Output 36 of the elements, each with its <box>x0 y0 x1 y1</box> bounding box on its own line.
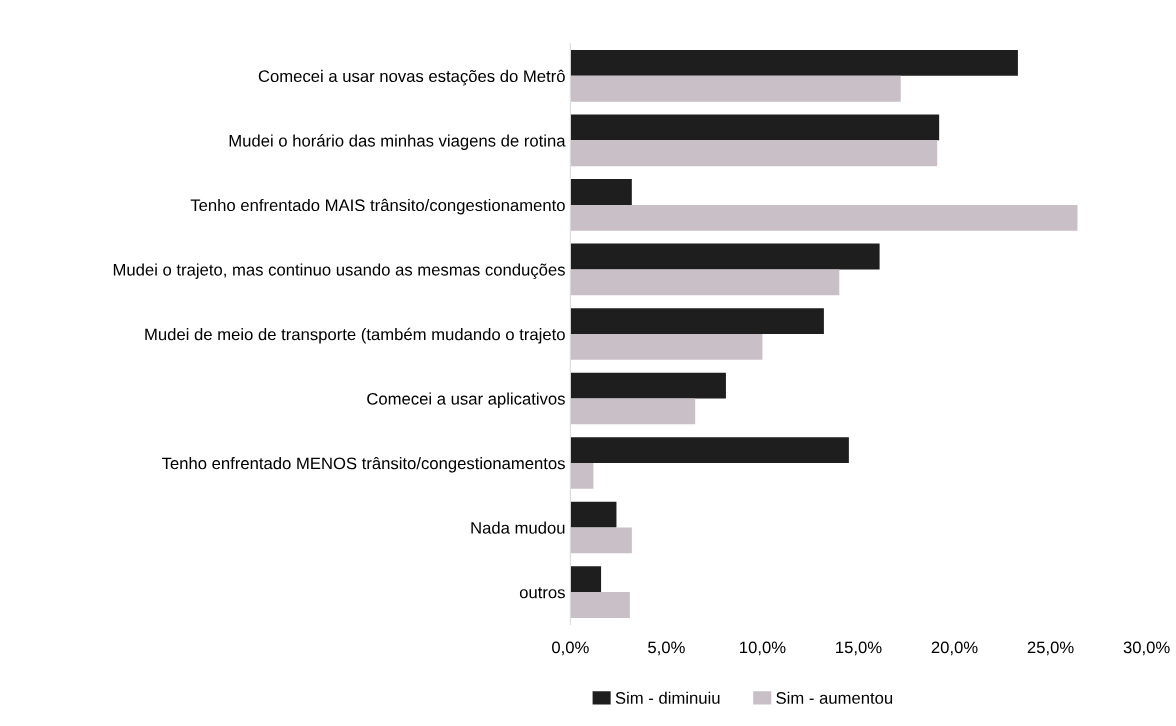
bar <box>570 308 824 334</box>
bar <box>570 463 594 489</box>
bar <box>570 50 1018 76</box>
x-tick-label: 25,0% <box>1027 641 1074 656</box>
bar <box>570 592 630 618</box>
legend-label: Sim - diminuiu <box>615 691 720 704</box>
y-tick-label: Tenho enfrentado MAIS trânsito/congestionamento <box>190 198 565 215</box>
legend-label: Sim - aumentou <box>776 691 893 704</box>
y-tick-label: Comecei a usar aplicativos <box>367 392 565 408</box>
y-tick-label: Mudei o trajeto, mas continuo usando as mesmas conduções <box>113 263 565 279</box>
y-tick-label: Mudei o horário das minhas viagens de rotina <box>229 134 566 150</box>
bar <box>570 527 632 554</box>
x-tick-label: 20,0% <box>931 641 978 656</box>
bar <box>570 179 632 205</box>
bar <box>570 75 901 102</box>
bar <box>570 501 617 528</box>
x-tick-label: 30,0% <box>1123 641 1170 656</box>
bar <box>570 114 940 141</box>
y-tick-label: Comecei a usar novas estações do Metrô <box>258 69 565 86</box>
bar <box>570 204 1078 231</box>
bar <box>570 333 763 360</box>
y-tick-label: Mudei de meio de transporte (também mudando o trajeto <box>145 327 565 344</box>
bar <box>570 398 696 425</box>
x-tick-label: 15,0% <box>836 641 882 656</box>
x-tick-label: 0,0% <box>552 641 589 656</box>
bar <box>570 437 849 464</box>
x-tick-label: 10,0% <box>740 641 786 656</box>
bar <box>570 243 880 270</box>
bar <box>570 566 602 593</box>
x-tick-label: 5,0% <box>648 641 685 656</box>
bar <box>570 140 938 167</box>
bar <box>570 372 726 399</box>
bar <box>570 269 840 296</box>
y-tick-label: Tenho enfrentado MENOS trânsito/congestionamentos <box>161 456 565 473</box>
y-tick-label: Nada mudou <box>471 521 565 534</box>
y-tick-label: outros <box>519 587 565 599</box>
